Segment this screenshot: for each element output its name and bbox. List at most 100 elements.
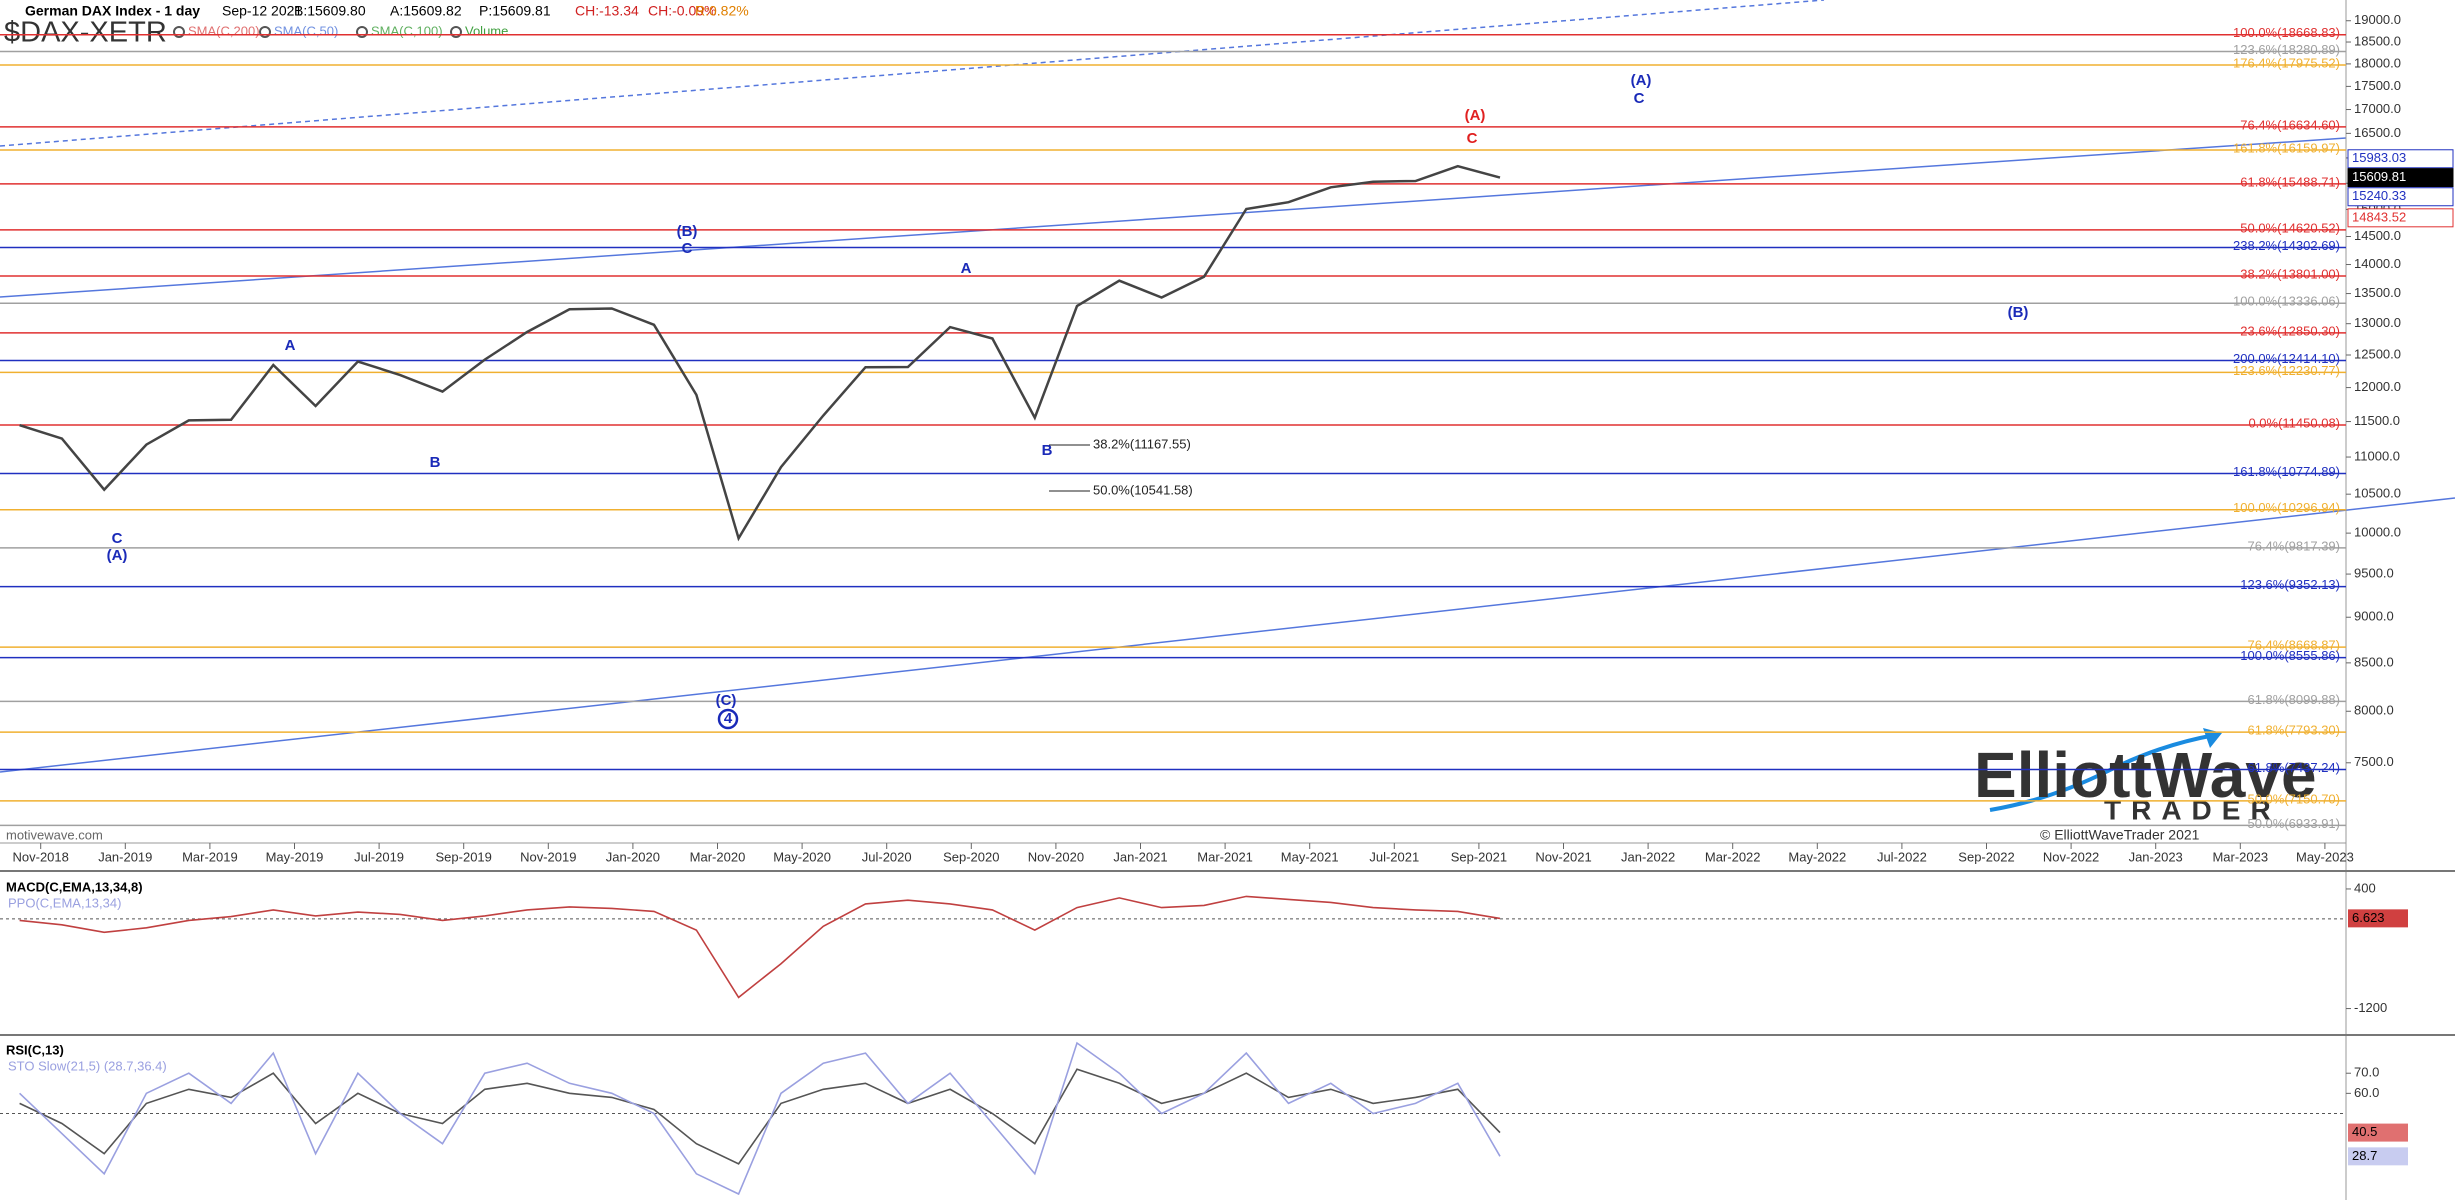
level-label: 123.6%(9352.13): [2240, 577, 2340, 592]
level-label: 38.2%(13801.00): [2240, 266, 2340, 281]
y-tick-label: 11500.0: [2354, 413, 2400, 428]
date: Sep-12 2021: [222, 3, 302, 19]
logo-sub: TRADER: [2104, 794, 2281, 825]
level-label: 100.0%(10296.94): [2233, 500, 2340, 515]
wave-label: C: [1634, 90, 1645, 107]
y-tick-label: 60.0: [2354, 1085, 2379, 1100]
wave-label: (B): [2008, 304, 2029, 321]
x-tick-label: May-2019: [266, 849, 324, 864]
instrument: German DAX Index - 1 day: [25, 3, 200, 19]
wave-label: (A): [107, 547, 128, 564]
series-line: [19, 895, 1501, 999]
wave-label: (A): [1465, 107, 1486, 124]
level-label: 61.8%(8099.88): [2247, 692, 2340, 707]
legend-icon: [450, 26, 462, 38]
x-tick-label: May-2022: [1788, 849, 1846, 864]
x-tick-label: May-2021: [1281, 849, 1339, 864]
x-tick-label: Jan-2020: [606, 849, 660, 864]
x-tick-label: Jul-2020: [862, 849, 912, 864]
level-label: 0.0%(11450.08): [2248, 415, 2340, 430]
x-tick-label: Jan-2021: [1113, 849, 1167, 864]
x-tick-label: May-2023: [2296, 849, 2354, 864]
price-tag: [2347, 149, 2454, 169]
wave-label: (A): [1631, 72, 1652, 89]
legend-entry: SMA(C,50): [274, 23, 338, 38]
range: R:0.82%: [695, 3, 749, 19]
level-label: 76.4%(9817.39): [2247, 538, 2340, 553]
legend-entry: SMA(C,200): [188, 23, 260, 38]
y-tick-label: 13500.0: [2354, 285, 2401, 300]
level-label: 123.6%(12230.77): [2233, 363, 2340, 378]
level-label: 23.6%(12850.30): [2240, 323, 2340, 338]
legend-icon: [173, 26, 185, 38]
level-label: 38.2%(11167.55): [1093, 436, 1191, 451]
y-tick-label: 17500.0: [2354, 78, 2401, 93]
logo: ElliottWave: [1974, 739, 2317, 811]
x-tick-label: Nov-2021: [1535, 849, 1591, 864]
trend-line: [0, 497, 2455, 773]
y-tick-label: 14500.0: [2354, 228, 2401, 243]
change-pct: CH:-0.09%: [648, 3, 716, 19]
level-label: 161.8%(10774.89): [2233, 464, 2340, 479]
y-tick-label: 8000.0: [2354, 703, 2394, 718]
level-label: 238.2%(14302.69): [2233, 238, 2340, 253]
panel-subtitle: STO Slow(21,5) (28.7,36.4): [8, 1058, 167, 1073]
level-label: 161.8%(16159.97): [2233, 140, 2340, 155]
y-tick-label: 17000.0: [2354, 101, 2401, 116]
level-label: 100.0%(13336.06): [2233, 294, 2340, 309]
wave-label: C: [112, 530, 123, 547]
x-tick-label: Sep-2021: [1451, 849, 1507, 864]
level-label: 50.0%(14620.52): [2240, 220, 2340, 235]
x-tick-label: Jan-2019: [98, 849, 152, 864]
level-label: 200.0%(12414.10): [2233, 351, 2340, 366]
trend-line: [0, 0, 1825, 147]
wave-label: 4: [724, 710, 733, 727]
x-tick-label: Jul-2022: [1877, 849, 1927, 864]
price-tag: [2347, 168, 2454, 188]
x-tick-label: Nov-2018: [13, 849, 69, 864]
y-tick-label: 16500.0: [2354, 125, 2401, 140]
value-tag: [2348, 1123, 2408, 1142]
value-tag-label: 40.5: [2352, 1124, 2377, 1139]
y-tick-label: 9000.0: [2354, 609, 2394, 624]
level-label: 76.4%(8668.87): [2247, 638, 2340, 653]
panel-title: RSI(C,13): [6, 1042, 64, 1057]
wave-label: (C): [716, 692, 737, 709]
level-label: 176.4%(17975.52): [2233, 55, 2340, 70]
price-tag: [2347, 187, 2454, 207]
trend-line: [0, 137, 2347, 298]
y-tick-label: 10000.0: [2354, 525, 2401, 540]
x-tick-label: Jan-2023: [2129, 849, 2183, 864]
value-tag: [2348, 909, 2408, 928]
y-tick-label: 10500.0: [2354, 486, 2401, 501]
series-line: [19, 1068, 1501, 1165]
x-tick-label: Nov-2020: [1028, 849, 1084, 864]
wave-label: A: [285, 337, 296, 354]
price-tag-label: 15609.81: [2352, 169, 2406, 184]
y-tick-label: 14000.0: [2354, 256, 2401, 271]
y-tick-label: 18000.0: [2354, 55, 2401, 70]
y-tick-label: 9500.0: [2354, 566, 2394, 581]
level-label: 76.4%(16634.60): [2240, 117, 2340, 132]
bid: B:15609.80: [294, 3, 366, 19]
x-tick-label: Sep-2022: [1958, 849, 2014, 864]
x-tick-label: Mar-2022: [1705, 849, 1761, 864]
y-tick-label: 8500.0: [2354, 654, 2394, 669]
y-tick-label: 19000.0: [2354, 12, 2401, 27]
watermark: motivewave.com: [6, 827, 103, 842]
price-tag-label: 14843.52: [2352, 209, 2406, 224]
y-tick-label: 70.0: [2354, 1065, 2379, 1080]
level-label: 123.6%(18280.89): [2233, 42, 2340, 57]
wave-label: (B): [677, 223, 698, 240]
y-tick-label: 11000.0: [2354, 448, 2400, 463]
level-label: 100.0%(8555.86): [2240, 648, 2340, 663]
y-tick-label: 13000.0: [2354, 315, 2401, 330]
symbol: $DAX-XETR: [4, 17, 167, 49]
wave-label: C: [682, 240, 693, 257]
level-label: 61.8%(7793.30): [2247, 723, 2340, 738]
change: CH:-13.34: [575, 3, 639, 19]
wave-label: B: [1042, 442, 1053, 459]
x-tick-label: Jan-2022: [1621, 849, 1675, 864]
